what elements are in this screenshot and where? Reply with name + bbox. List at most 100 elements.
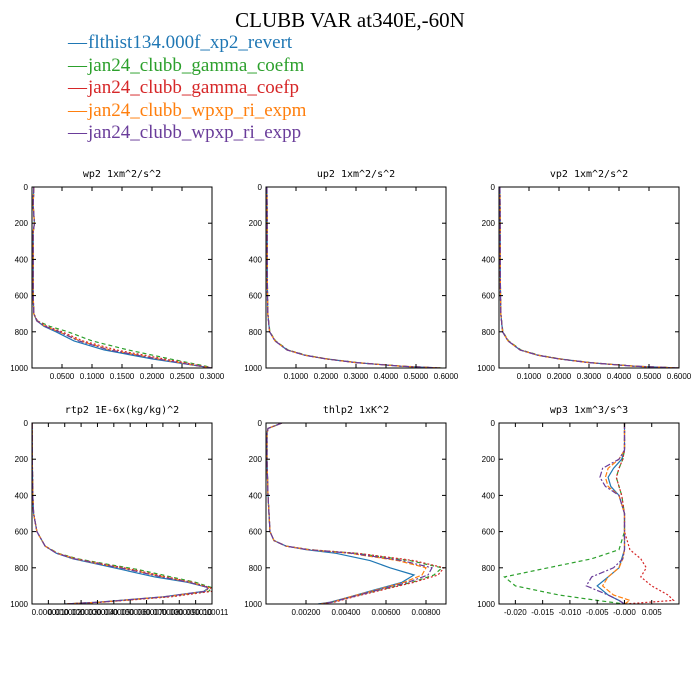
series-line-2	[32, 187, 212, 368]
y-tick-label: 1000	[244, 600, 262, 609]
x-tick-label: 0.00600	[372, 608, 401, 617]
y-tick-label: 600	[15, 528, 29, 537]
series-line-2	[266, 187, 442, 368]
y-tick-label: 600	[15, 292, 29, 301]
x-tick-label: 0.000011	[196, 608, 229, 617]
series-line-3	[266, 187, 441, 368]
y-tick-label: 600	[482, 528, 496, 537]
x-tick-label: 0.000006	[113, 608, 147, 617]
series-line-1	[32, 423, 211, 604]
y-tick-label: 400	[249, 255, 263, 264]
panel-title: vp2 1xm^2/s^2	[550, 169, 628, 180]
x-tick-label: -0.000	[613, 608, 636, 617]
y-tick-label: 1000	[244, 364, 262, 373]
legend-item: —jan24_clubb_wpxp_ri_expm	[68, 100, 306, 123]
plot-frame	[265, 186, 447, 369]
series-line-3	[499, 187, 679, 368]
panel-5: thlp2 1xK^2 0 200 400 600 800 1000 0.00200 0.004…	[244, 405, 447, 617]
series-line-1	[32, 187, 212, 368]
x-tick-label: 0.000008	[146, 608, 180, 617]
y-tick-label: 800	[249, 328, 263, 337]
chart-title: CLUBB VAR at340E,-60N	[235, 8, 465, 32]
series-line-4	[499, 187, 679, 368]
series-line-4	[32, 187, 212, 368]
x-tick-label: 0.1000	[80, 372, 105, 381]
series-line-5	[266, 423, 433, 604]
x-tick-label: 0.6000	[434, 372, 459, 381]
legend-item: —jan24_clubb_wpxp_ri_expp	[68, 122, 306, 145]
x-tick-label: 0.2500	[170, 372, 195, 381]
series-line-4	[266, 423, 427, 604]
series-line-5	[585, 423, 626, 604]
series-line-1	[266, 423, 416, 604]
series-line-4	[32, 423, 210, 604]
y-tick-label: 400	[482, 491, 496, 500]
x-tick-label: 0.3000	[344, 372, 369, 381]
series-line-5	[32, 423, 210, 604]
series-line-2	[32, 423, 212, 604]
y-tick-label: 1000	[477, 600, 495, 609]
x-tick-label: 0.2000	[547, 372, 572, 381]
series-line-2	[499, 187, 679, 368]
series-line-5	[499, 187, 679, 368]
y-tick-label: 0	[491, 419, 496, 428]
x-tick-label: -0.015	[531, 608, 554, 617]
x-tick-label: 0.4000	[374, 372, 399, 381]
y-tick-label: 800	[15, 328, 29, 337]
y-tick-label: 800	[15, 564, 29, 573]
y-tick-label: 1000	[477, 364, 495, 373]
series-line-4	[601, 423, 632, 604]
plot-frame	[498, 422, 680, 605]
y-tick-label: 200	[15, 219, 29, 228]
x-tick-label: 0.000001	[32, 608, 66, 617]
series-line-1	[499, 187, 679, 368]
x-tick-label: 0.2000	[314, 372, 339, 381]
x-tick-label: 0.000005	[97, 608, 131, 617]
legend-label: jan24_clubb_gamma_coefm	[88, 54, 305, 76]
legend: —flthist134.000f_xp2_revert —jan24_clubb…	[68, 32, 306, 145]
x-tick-label: 0.005	[642, 608, 663, 617]
x-tick-label: 0.000003	[64, 608, 98, 617]
x-tick-label: -0.020	[504, 608, 527, 617]
panel-title: rtp2 1E-6x(kg/kg)^2	[65, 405, 179, 416]
x-tick-label: 0.00200	[292, 608, 321, 617]
x-tick-label: 0.000002	[48, 608, 82, 617]
y-tick-label: 200	[482, 219, 496, 228]
series-line-3	[32, 423, 212, 604]
panel-3: vp2 1xm^2/s^2 0 200 400 600 800 1000 0.1000 0.20…	[477, 169, 692, 381]
y-tick-label: 0	[491, 183, 496, 192]
x-tick-label: 0.5000	[637, 372, 662, 381]
x-tick-label: 0.0500	[50, 372, 75, 381]
y-tick-label: 0	[258, 183, 263, 192]
x-tick-label: 0.000007	[130, 608, 164, 617]
plot-frame	[31, 422, 213, 605]
y-tick-label: 800	[249, 564, 263, 573]
series-line-2	[266, 423, 444, 604]
x-tick-label: 0.1000	[517, 372, 542, 381]
legend-item: —jan24_clubb_gamma_coefp	[68, 77, 306, 100]
legend-item: —jan24_clubb_gamma_coefm	[68, 55, 306, 78]
series-line-3	[32, 187, 212, 368]
legend-label: jan24_clubb_wpxp_ri_expm	[88, 99, 307, 121]
panel-2: up2 1xm^2/s^2 0 200 400 600 800 1000 0.1000 0.20…	[244, 169, 459, 381]
x-tick-label: 0.2000	[140, 372, 165, 381]
plot-frame	[265, 422, 447, 605]
x-tick-label: -0.010	[559, 608, 582, 617]
series-line-2	[503, 423, 626, 604]
y-tick-label: 400	[482, 255, 496, 264]
y-tick-label: 200	[15, 455, 29, 464]
y-tick-label: 600	[249, 528, 263, 537]
legend-label: jan24_clubb_wpxp_ri_expp	[88, 122, 302, 143]
y-tick-label: 400	[15, 491, 29, 500]
series-line-1	[596, 423, 626, 604]
series-line-5	[32, 187, 212, 368]
y-tick-label: 600	[482, 292, 496, 301]
x-tick-label: 0.1500	[110, 372, 135, 381]
x-tick-label: -0.005	[586, 608, 609, 617]
legend-label: jan24_clubb_gamma_coefp	[88, 77, 300, 98]
x-tick-label: 0.000010	[179, 608, 213, 617]
legend-item: —flthist134.000f_xp2_revert	[68, 32, 306, 55]
y-tick-label: 600	[249, 292, 263, 301]
panel-1: wp2 1xm^2/s^2 0 200 400 600 800 1000 0.0500 0.10…	[10, 169, 225, 381]
y-tick-label: 200	[482, 455, 496, 464]
